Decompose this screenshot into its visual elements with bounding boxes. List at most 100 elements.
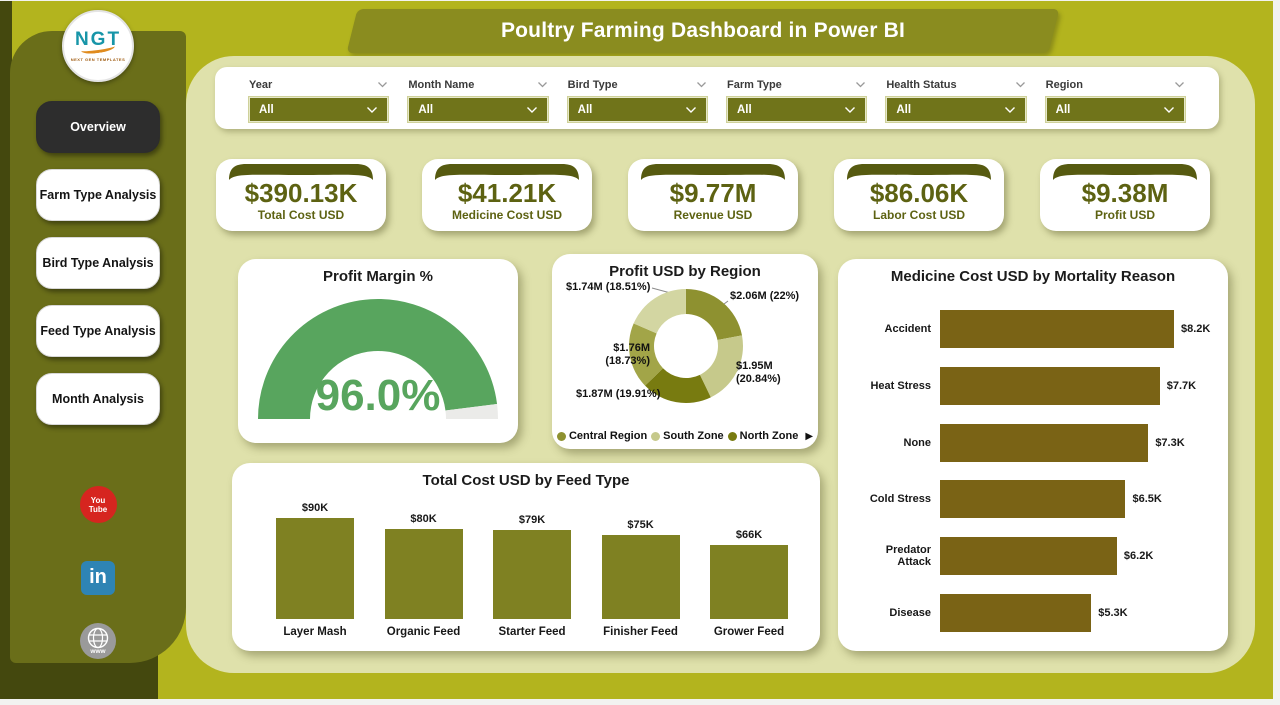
column-grower-feed[interactable]	[710, 544, 788, 619]
sidebar-nav: Overview Farm Type Analysis Bird Type An…	[36, 101, 160, 425]
filter-dropdown[interactable]: All	[725, 96, 868, 123]
bar-accident[interactable]	[940, 310, 1174, 348]
svg-text:www: www	[89, 648, 106, 655]
kpi-value: $9.77M	[669, 178, 757, 208]
chart-title: Medicine Cost USD by Mortality Reason	[890, 268, 1176, 285]
chevron-down-icon	[1004, 106, 1016, 114]
legend-item-north-zone[interactable]: North Zone	[727, 430, 798, 442]
sidebar-item-farm-type-analysis[interactable]: Farm Type Analysis	[36, 169, 160, 221]
chart-title: Total Cost USD by Feed Type	[422, 472, 630, 489]
ngt-logo: NGT NEXT GEN TEMPLATES	[62, 10, 134, 82]
kpi-label: Revenue USD	[673, 208, 753, 222]
legend-item-south-zone[interactable]: South Zone	[651, 430, 724, 442]
legend-item-central-region[interactable]: Central Region	[556, 430, 647, 442]
legend-overflow-arrow-icon[interactable]: ▶	[805, 430, 814, 442]
chevron-down-icon[interactable]	[1015, 81, 1026, 88]
social-links: You Tube in www	[10, 486, 186, 659]
column-starter-feed[interactable]	[493, 530, 571, 619]
filter-dropdown[interactable]: All	[566, 96, 708, 123]
legend-dot	[727, 431, 737, 441]
filter-label: Health Status	[886, 78, 957, 91]
sidebar-item-month-analysis[interactable]: Month Analysis	[36, 373, 160, 425]
kpi-accent-band	[847, 164, 991, 180]
bar-none[interactable]	[940, 423, 1149, 462]
website-globe-icon[interactable]: www	[80, 623, 116, 659]
kpi-label: Medicine Cost USD	[451, 208, 562, 222]
chevron-down-icon[interactable]	[855, 81, 866, 88]
kpi-revenue: $9.77M Revenue USD	[628, 159, 798, 231]
chevron-down-icon[interactable]	[696, 81, 707, 88]
filter-value: All	[1055, 103, 1071, 116]
category-label: Finisher Feed	[603, 626, 678, 638]
category-label: Predator Attack	[885, 544, 931, 569]
chevron-down-icon[interactable]	[377, 81, 388, 88]
column-layer-mash[interactable]	[276, 518, 354, 619]
chevron-down-icon[interactable]	[1174, 81, 1185, 88]
category-label: Layer Mash	[283, 626, 347, 638]
left-accent-strip	[0, 1, 12, 699]
bar-row: Predator Attack $6.2K	[850, 532, 1220, 580]
bar-row: None $7.3K	[850, 419, 1220, 467]
linkedin-icon[interactable]: in	[81, 561, 115, 595]
pie-legend: Central Region South Zone North Zone ▶	[552, 430, 818, 442]
kpi-label: Labor Cost USD	[872, 208, 965, 222]
value-label: $6.2K	[1123, 550, 1154, 563]
youtube-icon[interactable]: You Tube	[79, 486, 117, 523]
header-ribbon: Poultry Farming Dashboard in Power BI	[346, 9, 1060, 53]
column-finisher-feed[interactable]	[601, 534, 680, 619]
kpi-accent-band	[229, 164, 373, 180]
column-chart: $90K Layer Mash $80K Organic Feed $79K S…	[264, 495, 800, 641]
chevron-down-icon	[1163, 106, 1175, 114]
kpi-medicine-cost: $41.21K Medicine Cost USD	[422, 159, 592, 231]
filter-dropdown[interactable]: All	[885, 96, 1027, 123]
filter-bird-type: Bird Type All	[566, 76, 708, 123]
filter-farm-type: Farm Type All	[725, 76, 868, 123]
kpi-accent-band	[435, 164, 579, 180]
linkedin-text: in	[89, 566, 107, 588]
value-label: $66K	[735, 528, 763, 541]
filter-health-status: Health Status All	[885, 76, 1027, 123]
filter-dropdown[interactable]: All	[1044, 96, 1186, 123]
pie-data-label: $1.74M (18.51%)	[566, 281, 651, 293]
bar-row: Cold Stress $6.5K	[850, 475, 1220, 523]
sidebar-item-label: Overview	[70, 120, 126, 134]
medicine-cost-bar-card: Medicine Cost USD by Mortality Reason Ac…	[838, 259, 1228, 651]
sidebar-item-label: Bird Type Analysis	[42, 256, 154, 270]
bar-row: Heat Stress $7.7K	[850, 362, 1220, 410]
chevron-down-icon[interactable]	[537, 81, 548, 88]
category-label: Accident	[884, 323, 931, 335]
gauge-profit-margin-card: Profit Margin % 96.0%	[238, 259, 518, 443]
bar-disease[interactable]	[940, 593, 1092, 632]
gauge-chart[interactable]	[238, 259, 518, 443]
chart-title: Profit Margin %	[322, 268, 433, 285]
bar-chart: Accident $8.2K Heat Stress $7.7K None $7…	[850, 305, 1220, 637]
legend-dot	[556, 431, 566, 441]
kpi-accent-band	[641, 164, 785, 180]
value-label: $7.3K	[1155, 436, 1185, 449]
donut-chart[interactable]	[552, 254, 818, 449]
filter-label: Year	[249, 78, 273, 91]
filter-label: Month Name	[408, 78, 475, 91]
chevron-down-icon	[526, 106, 538, 114]
filter-label: Bird Type	[567, 78, 618, 91]
bar-heat-stress[interactable]	[940, 366, 1160, 405]
bar-predator-attack[interactable]	[940, 537, 1117, 576]
sidebar-item-overview[interactable]: Overview	[36, 101, 160, 153]
filter-value: All	[418, 103, 434, 116]
bar-row: Disease $5.3K	[850, 589, 1220, 637]
sidebar-item-bird-type-analysis[interactable]: Bird Type Analysis	[36, 237, 160, 289]
category-label: None	[903, 436, 932, 449]
youtube-text: You	[90, 495, 106, 505]
filter-dropdown[interactable]: All	[407, 96, 549, 123]
column-group: $80K Organic Feed	[373, 495, 475, 641]
sidebar-item-feed-type-analysis[interactable]: Feed Type Analysis	[36, 305, 160, 357]
category-label: Starter Feed	[498, 626, 566, 638]
filter-value: All	[259, 103, 274, 116]
column-organic-feed[interactable]	[384, 529, 463, 619]
bar-cold-stress[interactable]	[940, 480, 1126, 519]
pie-data-label: $2.06M (22%)	[730, 290, 800, 302]
filter-dropdown[interactable]: All	[247, 96, 390, 123]
filter-label: Farm Type	[726, 78, 782, 91]
kpi-labor-cost: $86.06K Labor Cost USD	[834, 159, 1004, 231]
